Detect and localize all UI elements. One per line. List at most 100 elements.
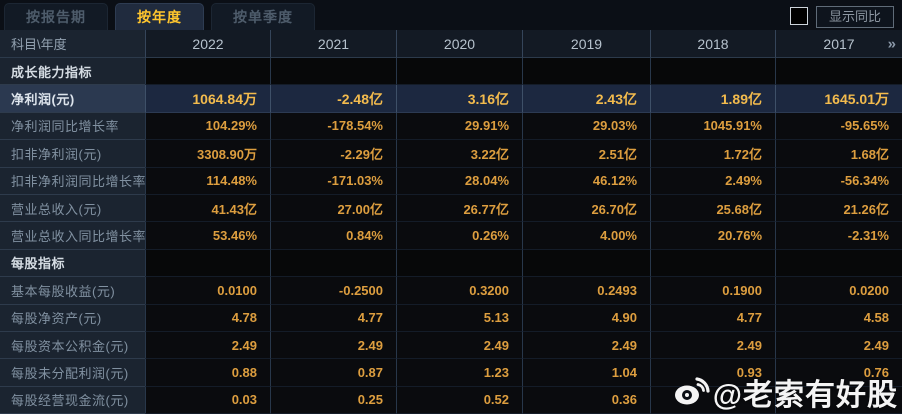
- show-yoy-button[interactable]: 显示同比: [815, 6, 894, 28]
- tab-by-report-period[interactable]: 按报告期: [4, 3, 108, 30]
- cell-value: 0.26%: [396, 222, 522, 250]
- row-label: 成长能力指标: [0, 58, 145, 86]
- cell-value: 0.76: [775, 359, 902, 387]
- cell-value: 5.13: [396, 304, 522, 332]
- cell-value: 2.49: [522, 331, 650, 360]
- cell-value: 1.72亿: [650, 140, 775, 168]
- table-row: 基本每股收益(元) 0.0100 -0.2500 0.3200 0.2493 0.1900…: [0, 277, 902, 305]
- cell-value: [650, 386, 775, 414]
- cell-value: 1.89亿: [650, 85, 775, 113]
- cell-value: 1.23: [396, 359, 522, 387]
- cell-value: -2.48亿: [270, 85, 396, 113]
- cell-value: 0.84%: [270, 222, 396, 250]
- period-tabbar: 按报告期 按年度 按单季度 显示同比: [0, 0, 902, 30]
- cell-value: -2.31%: [775, 222, 902, 250]
- cell-value: 2.49: [396, 331, 522, 360]
- table-row: 营业总收入(元) 41.43亿 27.00亿 26.77亿 26.70亿 25.68亿 21…: [0, 194, 902, 223]
- row-label: 每股资本公积金(元): [0, 331, 145, 360]
- year-header-2017: 2017»: [775, 30, 902, 58]
- cell-value: 3308.90万: [145, 140, 270, 168]
- year-header-2021: 2021: [270, 30, 396, 58]
- cell-value: 0.03: [145, 386, 270, 414]
- row-label: 每股未分配利润(元): [0, 359, 145, 387]
- row-label: 基本每股收益(元): [0, 277, 145, 305]
- row-label: 扣非净利润同比增长率: [0, 167, 145, 195]
- table-header-row: 科目\年度 2022 2021 2020 2019 2018 2017»: [0, 30, 902, 58]
- table-row: 每股经营现金流(元) 0.03 0.25 0.52 0.36: [0, 386, 902, 414]
- cell-value: 4.77: [270, 304, 396, 332]
- cell-value: 1064.84万: [145, 85, 270, 113]
- year-header-2018: 2018: [650, 30, 775, 58]
- cell-value: 26.70亿: [522, 194, 650, 223]
- cell-value: 0.36: [522, 386, 650, 414]
- cell-value: 2.49: [145, 331, 270, 360]
- cell-value: 21.26亿: [775, 194, 902, 223]
- cell-value: [396, 249, 522, 278]
- cell-value: 29.91%: [396, 112, 522, 141]
- tab-by-year[interactable]: 按年度: [115, 3, 204, 30]
- year-header-2022: 2022: [145, 30, 270, 58]
- row-label: 营业总收入(元): [0, 194, 145, 223]
- cell-value: -2.29亿: [270, 140, 396, 168]
- cell-value: 0.1900: [650, 277, 775, 305]
- cell-value: 0.2493: [522, 277, 650, 305]
- table-row: 每股资本公积金(元) 2.49 2.49 2.49 2.49 2.49 2.49: [0, 331, 902, 360]
- cell-value: 2.49: [650, 331, 775, 360]
- cell-value: [270, 58, 396, 86]
- cell-value: [775, 386, 902, 414]
- cell-value: 4.00%: [522, 222, 650, 250]
- cell-value: [145, 58, 270, 86]
- table-body: 成长能力指标 净利润(元) 1064.84万 -2.48亿 3.16亿 2.43亿 1.89…: [0, 58, 902, 414]
- cell-value: 1.04: [522, 359, 650, 387]
- row-label: 每股净资产(元): [0, 304, 145, 332]
- table-row: 每股未分配利润(元) 0.88 0.87 1.23 1.04 0.93 0.76: [0, 359, 902, 387]
- cell-value: 0.52: [396, 386, 522, 414]
- row-label: 扣非净利润(元): [0, 140, 145, 168]
- cell-value: 1645.01万: [775, 85, 902, 113]
- cell-value: [775, 249, 902, 278]
- cell-value: 0.25: [270, 386, 396, 414]
- cell-value: [145, 249, 270, 278]
- year-header-2019: 2019: [522, 30, 650, 58]
- cell-value: [522, 58, 650, 86]
- cell-value: 1045.91%: [650, 112, 775, 141]
- table-row: 成长能力指标: [0, 58, 902, 86]
- cell-value: 2.43亿: [522, 85, 650, 113]
- corner-header: 科目\年度: [0, 30, 145, 58]
- cell-value: -171.03%: [270, 167, 396, 195]
- cell-value: [270, 249, 396, 278]
- tab-by-quarter[interactable]: 按单季度: [211, 3, 315, 30]
- cell-value: 28.04%: [396, 167, 522, 195]
- cell-value: 2.49: [270, 331, 396, 360]
- cell-value: 3.16亿: [396, 85, 522, 113]
- cell-value: 46.12%: [522, 167, 650, 195]
- cell-value: -178.54%: [270, 112, 396, 141]
- cell-value: 0.0100: [145, 277, 270, 305]
- cell-value: 0.87: [270, 359, 396, 387]
- cell-value: 26.77亿: [396, 194, 522, 223]
- cell-value: 104.29%: [145, 112, 270, 141]
- cell-value: 4.90: [522, 304, 650, 332]
- table-row: 每股净资产(元) 4.78 4.77 5.13 4.90 4.77 4.58: [0, 304, 902, 332]
- cell-value: 27.00亿: [270, 194, 396, 223]
- row-label: 每股经营现金流(元): [0, 386, 145, 414]
- more-years-icon[interactable]: »: [887, 35, 896, 52]
- cell-value: 4.77: [650, 304, 775, 332]
- cell-value: 2.51亿: [522, 140, 650, 168]
- cell-value: -0.2500: [270, 277, 396, 305]
- cell-value: 0.88: [145, 359, 270, 387]
- show-yoy-checkbox[interactable]: [789, 7, 808, 25]
- cell-value: 41.43亿: [145, 194, 270, 223]
- cell-value: 114.48%: [145, 167, 270, 195]
- financial-indicators-table: 科目\年度 2022 2021 2020 2019 2018 2017» 成长能力指标 净利…: [0, 30, 902, 414]
- cell-value: 53.46%: [145, 222, 270, 250]
- cell-value: 0.93: [650, 359, 775, 387]
- cell-value: 25.68亿: [650, 194, 775, 223]
- table-row: 扣非净利润(元) 3308.90万 -2.29亿 3.22亿 2.51亿 1.72亿 1.6…: [0, 140, 902, 168]
- cell-value: [650, 249, 775, 278]
- table-row: 每股指标: [0, 249, 902, 278]
- table-row: 扣非净利润同比增长率 114.48% -171.03% 28.04% 46.12% 2.4…: [0, 167, 902, 195]
- row-label: 每股指标: [0, 249, 145, 278]
- cell-value: 20.76%: [650, 222, 775, 250]
- cell-value: [396, 58, 522, 86]
